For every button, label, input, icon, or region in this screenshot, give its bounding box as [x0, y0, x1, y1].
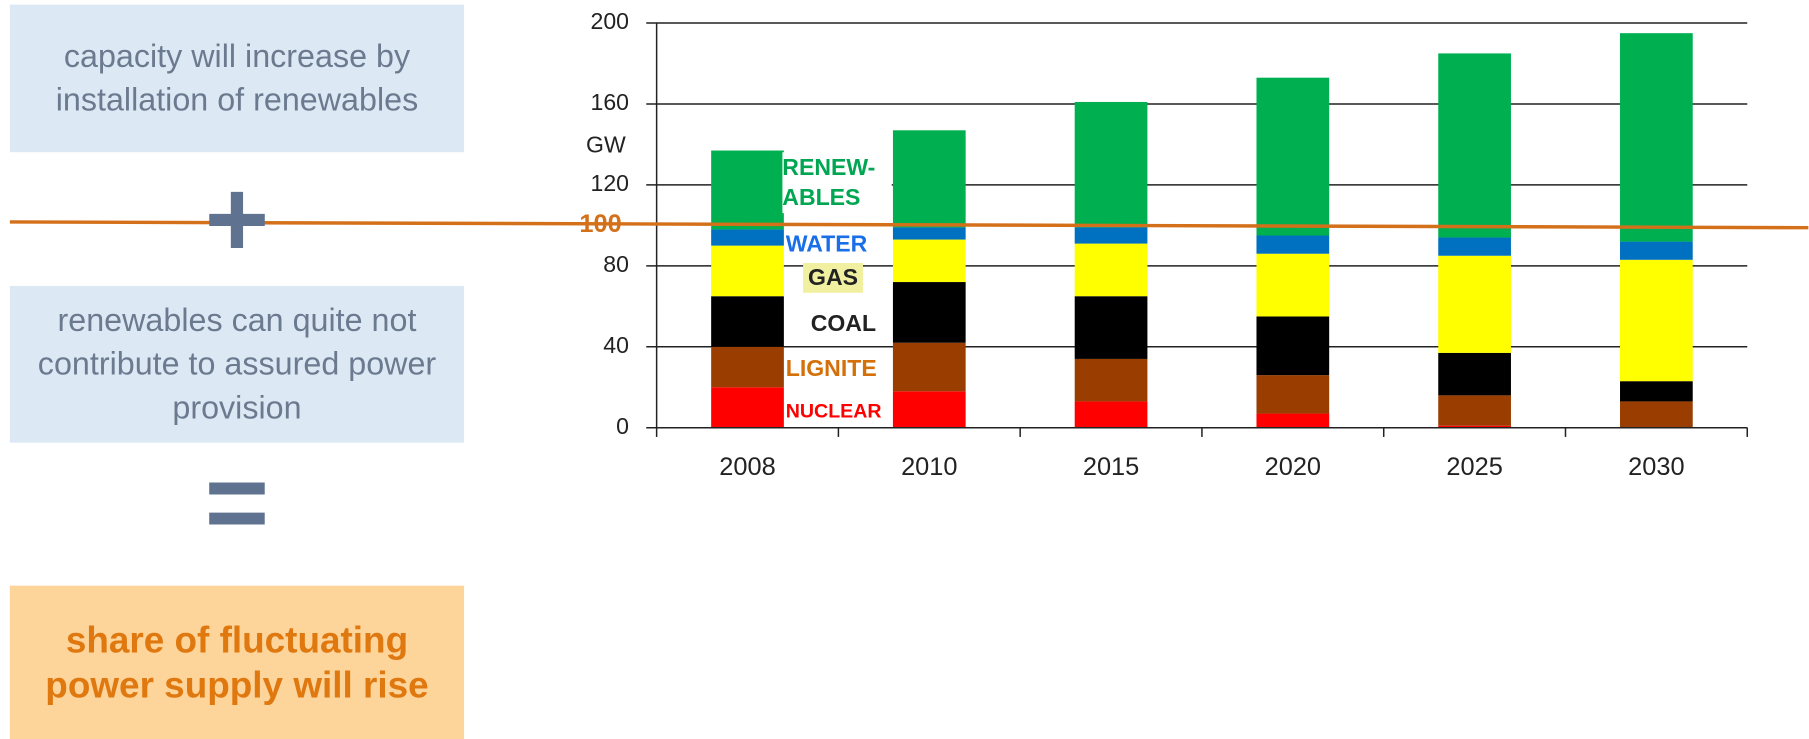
bar-segment [1620, 241, 1693, 260]
bar-segment [1256, 253, 1330, 317]
bar-segment [892, 342, 966, 392]
x-tick-label: 2015 [1083, 453, 1139, 481]
x-tick-label: 2010 [901, 453, 957, 481]
bar-segment [711, 229, 784, 246]
y-tick-label: 0 [616, 413, 629, 439]
series-label: WATER [785, 230, 892, 259]
bar-segment [892, 130, 966, 228]
bar-segment [711, 296, 784, 347]
bar-segment [892, 227, 966, 240]
statement: renewables can quite not contribute to a… [37, 302, 437, 426]
bar-segment [1256, 375, 1330, 414]
bar-segment [711, 346, 784, 388]
conclusion-box [9, 585, 465, 739]
x-tick-label: 2020 [1265, 453, 1321, 481]
y-tick-label: 160 [591, 89, 629, 115]
x-tick-label: 2030 [1628, 453, 1684, 481]
bar-segment [1074, 101, 1148, 228]
bar-segment [1438, 53, 1511, 238]
bar-segment [1438, 255, 1511, 353]
bar-segment [1438, 395, 1511, 426]
series-label: COAL [810, 311, 877, 337]
series-label: NUCLEAR [785, 399, 882, 422]
series-label-box: LIGNITE [785, 356, 877, 382]
bar-segment [1620, 401, 1693, 428]
series-label: RENEW- ABLES [782, 152, 892, 214]
bar-segment [1256, 77, 1330, 236]
series-label-box: NUCLEAR [785, 399, 882, 422]
bar-segment [711, 245, 784, 297]
series-label: LIGNITE [785, 356, 877, 382]
bar-segment [892, 391, 966, 428]
bar-segment [1256, 316, 1330, 376]
series-label-box: GAS [803, 262, 863, 293]
x-tick-label: 2025 [1446, 453, 1502, 481]
bar-segment [1438, 237, 1511, 256]
bar-segment [1074, 227, 1148, 244]
bar-segment [892, 239, 966, 283]
operator: = [205, 441, 270, 564]
bar-segment [1256, 413, 1330, 428]
bar-segment [1620, 259, 1693, 382]
bar-segment [1620, 33, 1693, 242]
conclusion: share of fluctuating power supply will r… [45, 619, 429, 705]
y-tick-label: 40 [603, 332, 629, 358]
bar-segment [1438, 352, 1511, 396]
bar-segment [1074, 358, 1148, 402]
series-label-box: WATER [785, 230, 892, 259]
statement-box [9, 285, 465, 443]
bar-segment [1074, 243, 1148, 297]
y-axis-label: GW [586, 132, 626, 158]
x-tick-label: 2008 [719, 453, 775, 481]
bar-segment [1438, 425, 1511, 428]
bar-segment [711, 387, 784, 428]
statement: capacity will increase by installation o… [55, 38, 419, 118]
series-label-box: RENEW- ABLES [782, 152, 892, 214]
bar-segment [892, 282, 966, 343]
y-tick-label: 200 [591, 8, 629, 34]
bar-segment [1074, 296, 1148, 359]
series-label-box: COAL [810, 311, 877, 337]
statement-box [9, 4, 465, 153]
y-tick-label: 120 [591, 170, 629, 196]
bar-segment [1256, 235, 1330, 254]
reference-label: 100 [579, 210, 621, 238]
reference-line [9, 220, 1809, 230]
bar-segment [1620, 381, 1693, 402]
operator: + [205, 157, 270, 280]
series-label: GAS [803, 262, 863, 293]
y-tick-label: 80 [603, 251, 629, 277]
bar-segment [711, 150, 784, 230]
bar-segment [1074, 401, 1148, 428]
